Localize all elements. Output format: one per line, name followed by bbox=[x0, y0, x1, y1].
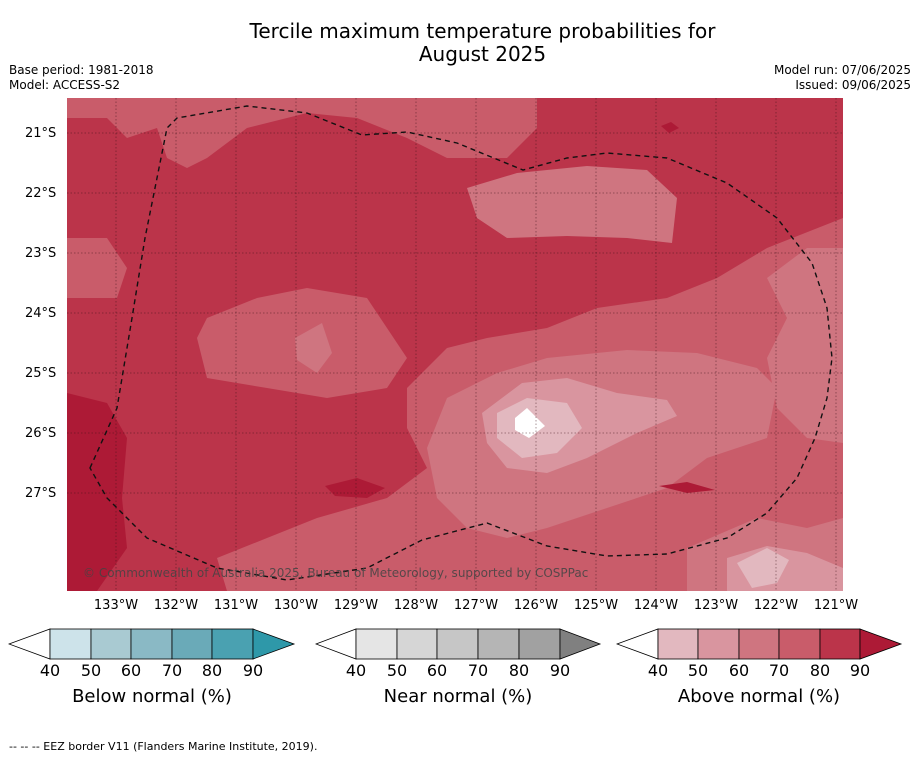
colorbar-tick: 40 bbox=[39, 661, 61, 680]
colorbar-below-bin bbox=[211, 628, 254, 660]
colorbar-above-bin bbox=[738, 628, 780, 660]
colorbar-near-bin bbox=[436, 628, 479, 660]
colorbar-below-extend-high bbox=[252, 628, 296, 660]
colorbar-tick: 90 bbox=[849, 661, 871, 680]
colorbar-tick: 80 bbox=[508, 661, 530, 680]
colorbar-near-normal bbox=[315, 628, 602, 660]
copyright-notice: © Commonwealth of Australia 2025, Bureau… bbox=[83, 566, 589, 580]
colorbar-tick: 90 bbox=[549, 661, 571, 680]
colorbar-tick: 80 bbox=[809, 661, 831, 680]
lat-tick: 22°S bbox=[25, 186, 57, 201]
colorbar-near-bin bbox=[396, 628, 438, 660]
colorbar-below-bin bbox=[49, 628, 92, 660]
title-line-2: August 2025 bbox=[418, 42, 547, 66]
colorbar-below-bin bbox=[90, 628, 132, 660]
lon-tick: 131°W bbox=[213, 598, 259, 613]
lon-tick: 130°W bbox=[273, 598, 319, 613]
lon-tick: 122°W bbox=[753, 598, 799, 613]
contour-low-center bbox=[515, 408, 545, 438]
colorbar-tick: 50 bbox=[80, 661, 102, 680]
meta-right: Model run: 07/06/2025 Issued: 09/06/2025 bbox=[774, 63, 911, 93]
colorbar-above-extend-low bbox=[616, 628, 659, 660]
lon-tick: 124°W bbox=[633, 598, 679, 613]
colorbar-above-label: Above normal (%) bbox=[677, 686, 841, 707]
contour-95-small-c bbox=[661, 122, 679, 133]
lat-tick: 27°S bbox=[25, 486, 57, 501]
graticule bbox=[67, 98, 843, 591]
colorbar-tick: 50 bbox=[687, 661, 709, 680]
probability-map bbox=[67, 98, 843, 591]
lat-tick: 23°S bbox=[25, 246, 57, 261]
eez-legend-note: -- -- -- EEZ border V11 (Flanders Marine… bbox=[9, 740, 318, 753]
colorbar-below-bin bbox=[171, 628, 213, 660]
map-title: Tercile maximum temperature probabilitie… bbox=[0, 20, 919, 66]
contour-70-north bbox=[467, 166, 677, 243]
colorbar-tick: 70 bbox=[467, 661, 489, 680]
contour-70-small bbox=[295, 323, 332, 373]
colorbar-near-label: Near normal (%) bbox=[383, 686, 533, 707]
lat-tick: 24°S bbox=[25, 306, 57, 321]
colorbar-tick: 60 bbox=[426, 661, 448, 680]
colorbar-tick: 70 bbox=[161, 661, 183, 680]
model-run: Model run: 07/06/2025 bbox=[773, 63, 911, 77]
contour-95-west bbox=[67, 393, 127, 591]
colorbar-above-bin bbox=[819, 628, 861, 660]
meta-left: Base period: 1981-2018 Model: ACCESS-S2 bbox=[9, 63, 154, 93]
colorbar-below-extend-low bbox=[8, 628, 51, 660]
colorbar-tick: 90 bbox=[242, 661, 264, 680]
colorbar-near-bin bbox=[518, 628, 561, 660]
lat-tick: 26°S bbox=[25, 426, 57, 441]
colorbar-below-normal bbox=[8, 628, 296, 660]
colorbar-tick: 60 bbox=[120, 661, 142, 680]
contour-80-north bbox=[67, 98, 537, 168]
colorbar-near-bin bbox=[355, 628, 398, 660]
lat-tick: 25°S bbox=[25, 366, 57, 381]
contour-95-small-b bbox=[659, 482, 715, 493]
lat-tick: 21°S bbox=[25, 126, 57, 141]
contour-70-east bbox=[767, 248, 843, 443]
issued-date: Issued: 09/06/2025 bbox=[795, 78, 911, 92]
base-period: Base period: 1981-2018 bbox=[9, 63, 154, 77]
lon-tick: 128°W bbox=[393, 598, 439, 613]
lon-tick: 132°W bbox=[153, 598, 199, 613]
colorbar-tick: 50 bbox=[386, 661, 408, 680]
title-line-1: Tercile maximum temperature probabilitie… bbox=[249, 19, 716, 43]
lon-tick: 129°W bbox=[333, 598, 379, 613]
lon-tick: 133°W bbox=[93, 598, 139, 613]
lon-tick: 121°W bbox=[813, 598, 859, 613]
colorbar-above-normal bbox=[616, 628, 903, 660]
colorbar-tick: 40 bbox=[647, 661, 669, 680]
colorbar-above-bin bbox=[778, 628, 821, 660]
colorbar-near-extend-low bbox=[315, 628, 357, 660]
colorbar-tick: 60 bbox=[728, 661, 750, 680]
colorbar-above-extend-high bbox=[859, 628, 903, 660]
colorbar-below-label: Below normal (%) bbox=[72, 686, 232, 707]
lon-tick: 127°W bbox=[453, 598, 499, 613]
eez-border bbox=[89, 105, 833, 581]
colorbar-above-bin bbox=[657, 628, 699, 660]
lon-tick: 126°W bbox=[513, 598, 559, 613]
lon-tick: 125°W bbox=[573, 598, 619, 613]
colorbar-near-extend-high bbox=[559, 628, 602, 660]
lon-tick: 123°W bbox=[693, 598, 739, 613]
colorbar-tick: 40 bbox=[345, 661, 367, 680]
colorbar-near-bin bbox=[477, 628, 520, 660]
model-name: Model: ACCESS-S2 bbox=[9, 78, 121, 92]
colorbar-tick: 80 bbox=[201, 661, 223, 680]
colorbar-above-bin bbox=[697, 628, 740, 660]
colorbar-tick: 70 bbox=[768, 661, 790, 680]
colorbar-below-bin bbox=[130, 628, 173, 660]
